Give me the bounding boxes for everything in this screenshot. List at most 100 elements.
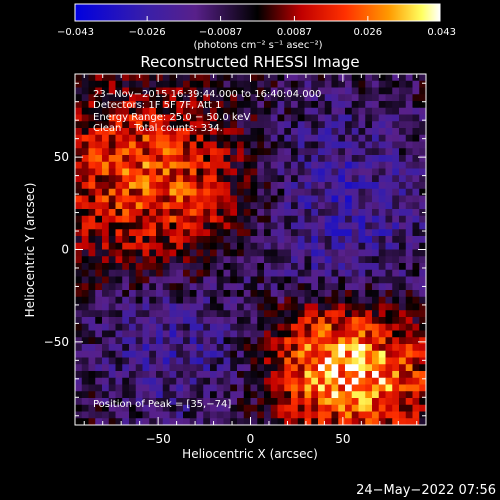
heatmap-cell: [405, 94, 413, 102]
heatmap-cell: [88, 337, 96, 345]
heatmap-cell: [365, 411, 373, 419]
heatmap-cell: [183, 148, 191, 156]
heatmap-cell: [264, 330, 272, 338]
heatmap-cell: [372, 249, 380, 257]
heatmap-cell: [216, 74, 224, 82]
heatmap-cell: [378, 101, 386, 109]
heatmap-cell: [243, 236, 251, 244]
heatmap-cell: [318, 350, 326, 358]
heatmap-cell: [264, 155, 272, 163]
heatmap-cell: [291, 398, 299, 406]
heatmap-cell: [169, 148, 177, 156]
heatmap-cell: [338, 330, 346, 338]
heatmap-cell: [372, 357, 380, 365]
heatmap-cell: [176, 330, 184, 338]
heatmap-cell: [419, 310, 427, 318]
heatmap-cell: [358, 263, 366, 271]
heatmap-cell: [135, 128, 143, 136]
heatmap-cell: [108, 296, 116, 304]
heatmap-cell: [210, 148, 218, 156]
heatmap-cell: [149, 195, 157, 203]
heatmap-cell: [81, 398, 89, 406]
heatmap-cell: [75, 236, 83, 244]
heatmap-cell: [176, 411, 184, 419]
heatmap-cell: [81, 215, 89, 223]
heatmap-cell: [223, 296, 231, 304]
heatmap-cell: [250, 94, 258, 102]
heatmap-cell: [81, 134, 89, 142]
heatmap-cell: [237, 222, 245, 230]
heatmap-cell: [277, 269, 285, 277]
heatmap-cell: [351, 236, 359, 244]
heatmap-cell: [304, 290, 312, 298]
heatmap-cell: [75, 202, 83, 210]
heatmap-cell: [108, 364, 116, 372]
heatmap-cell: [142, 310, 150, 318]
heatmap-cell: [284, 290, 292, 298]
heatmap-cell: [162, 94, 170, 102]
heatmap-cell: [291, 317, 299, 325]
heatmap-cell: [189, 404, 197, 412]
heatmap-cell: [102, 175, 110, 183]
heatmap-cell: [257, 290, 265, 298]
heatmap-cell: [203, 391, 211, 399]
heatmap-cell: [237, 175, 245, 183]
heatmap-cell: [129, 310, 137, 318]
heatmap-cell: [365, 296, 373, 304]
heatmap-cell: [81, 87, 89, 95]
heatmap-cell: [291, 209, 299, 217]
heatmap-cell: [162, 101, 170, 109]
heatmap-cell: [216, 101, 224, 109]
heatmap-cell: [250, 263, 258, 271]
heatmap-cell: [88, 249, 96, 257]
heatmap-cell: [122, 249, 130, 257]
heatmap-cell: [345, 249, 353, 257]
heatmap-cell: [210, 317, 218, 325]
heatmap-cell: [75, 107, 83, 115]
heatmap-cell: [412, 350, 420, 358]
heatmap-cell: [95, 134, 103, 142]
heatmap-cell: [412, 384, 420, 392]
heatmap-cell: [351, 114, 359, 122]
heatmap-cell: [338, 276, 346, 284]
heatmap-cell: [399, 303, 407, 311]
heatmap-cell: [365, 269, 373, 277]
heatmap-cell: [372, 377, 380, 385]
heatmap-cell: [223, 283, 231, 291]
heatmap-cell: [372, 330, 380, 338]
heatmap-cell: [250, 161, 258, 169]
heatmap-cell: [257, 229, 265, 237]
heatmap-cell: [311, 404, 319, 412]
heatmap-cell: [237, 155, 245, 163]
heatmap-cell: [270, 168, 278, 176]
heatmap-cell: [345, 303, 353, 311]
heatmap-cell: [270, 391, 278, 399]
heatmap-cell: [378, 337, 386, 345]
heatmap-cell: [223, 263, 231, 271]
heatmap-cell: [189, 249, 197, 257]
heatmap-cell: [135, 296, 143, 304]
heatmap-cell: [392, 256, 400, 264]
heatmap-cell: [135, 182, 143, 190]
heatmap-cell: [270, 303, 278, 311]
heatmap-cell: [108, 101, 116, 109]
heatmap-cell: [230, 222, 238, 230]
heatmap-cell: [297, 276, 305, 284]
heatmap-cell: [156, 188, 164, 196]
heatmap-cell: [230, 384, 238, 392]
heatmap-cell: [345, 175, 353, 183]
heatmap-cell: [250, 303, 258, 311]
heatmap-cell: [142, 269, 150, 277]
heatmap-cell: [108, 404, 116, 412]
heatmap-cell: [338, 411, 346, 419]
heatmap-cell: [149, 168, 157, 176]
heatmap-cell: [75, 323, 83, 331]
heatmap-cell: [351, 364, 359, 372]
heatmap-cell: [196, 296, 204, 304]
heatmap-cell: [230, 134, 238, 142]
heatmap-cell: [149, 188, 157, 196]
heatmap-cell: [108, 114, 116, 122]
heatmap-cell: [169, 404, 177, 412]
heatmap-cell: [142, 283, 150, 291]
heatmap-cell: [297, 141, 305, 149]
